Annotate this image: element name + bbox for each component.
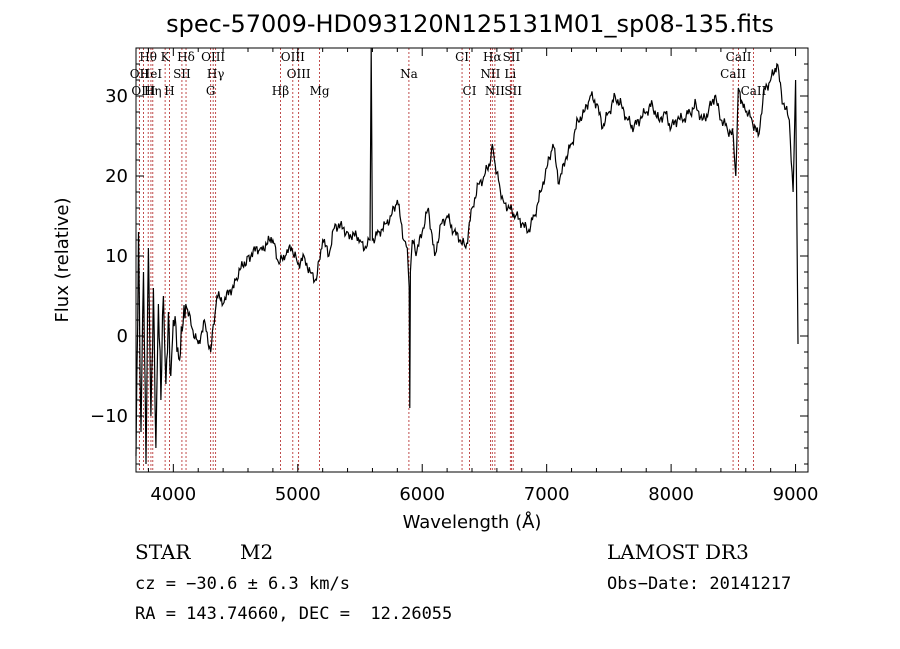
line-label-5: CI xyxy=(455,50,469,64)
x-tick-label: 8000 xyxy=(648,484,694,505)
line-label-4: OIII xyxy=(281,50,305,64)
line-label-27: CaII xyxy=(741,84,767,98)
line-label-6: Hα xyxy=(483,50,502,64)
line-label-12: Hγ xyxy=(207,67,225,81)
line-label-9: OII xyxy=(130,67,150,81)
line-label-11: SII xyxy=(173,67,191,81)
line-label-19: Hη xyxy=(144,84,162,98)
y-tick-label: 20 xyxy=(105,166,128,187)
chart-title: spec-57009-HD093120N125131M01_sp08-135.f… xyxy=(166,10,774,38)
line-label-7: SII xyxy=(503,50,521,64)
plot-frame xyxy=(135,47,809,473)
x-tick-label: 6000 xyxy=(399,484,445,505)
line-label-25: NII xyxy=(485,84,505,98)
x-tick-label: 7000 xyxy=(524,484,570,505)
redshift-cz: cz = −30.6 ± 6.3 km/s xyxy=(135,574,350,594)
line-label-1: K xyxy=(161,50,171,64)
line-label-17: CaII xyxy=(720,67,746,81)
y-tick-label: 10 xyxy=(105,246,128,267)
line-label-20: H xyxy=(164,84,174,98)
line-label-24: CI xyxy=(463,84,477,98)
survey-name: LAMOST DR3 xyxy=(607,540,749,564)
y-tick-label: 30 xyxy=(105,86,128,107)
y-tick-label: 0 xyxy=(117,326,128,347)
x-tick-label: 4000 xyxy=(150,484,196,505)
x-axis-label: Wavelength (Å) xyxy=(403,511,542,533)
line-label-8: CaII xyxy=(726,50,752,64)
object-subclass: M2 xyxy=(240,540,274,564)
line-label-2: Hδ xyxy=(177,50,195,64)
spectrum-line xyxy=(135,47,799,465)
line-label-16: Li xyxy=(504,67,516,81)
line-label-18: OIII xyxy=(131,84,155,98)
line-label-23: Mg xyxy=(310,84,330,98)
y-tick-label: −10 xyxy=(90,406,128,427)
line-label-10: HeI xyxy=(140,67,163,81)
line-label-3: OIII xyxy=(201,50,225,64)
line-label-26: SII xyxy=(504,84,522,98)
line-label-0: Hθ xyxy=(139,50,157,64)
x-tick-label: 9000 xyxy=(773,484,819,505)
line-label-22: Hβ xyxy=(272,84,289,98)
y-axis-label: Flux (relative) xyxy=(52,197,73,322)
line-label-14: Na xyxy=(400,67,418,81)
coordinates: RA = 143.74660, DEC = 12.26055 xyxy=(135,604,453,624)
spectral-line-markers xyxy=(138,48,754,472)
object-type: STAR xyxy=(135,540,191,564)
x-tick-label: 5000 xyxy=(275,484,321,505)
observation-date: Obs−Date: 20141217 xyxy=(607,574,792,594)
line-label-21: G xyxy=(206,84,216,98)
line-label-15: NII xyxy=(480,67,500,81)
line-label-13: OIII xyxy=(287,67,311,81)
axes: 4000 5000 6000 7000 8000 9000 −10 0 10 20 30 xyxy=(90,48,818,505)
